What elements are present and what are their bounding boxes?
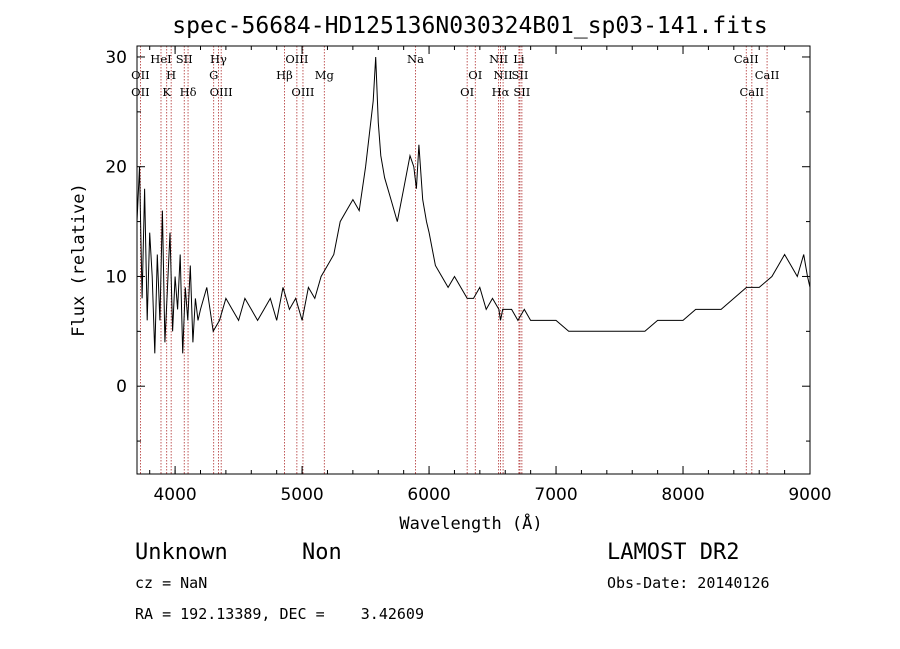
line-label-9: OIII [210,85,233,99]
y-tick-label: 20 [105,158,127,178]
line-label-6: Hδ [180,85,197,99]
x-tick-label: 8000 [661,485,704,505]
line-label-22: SII [513,85,530,99]
ra-dec-coordinates: RA = 192.13389, DEC = 3.42609 [135,605,424,623]
line-label-14: Na [407,52,424,66]
line-label-25: CaII [755,68,780,82]
y-tick-label: 30 [105,48,127,68]
line-label-2: HeI [150,52,171,66]
y-tick-label: 10 [105,267,127,287]
x-axis-ticks: 4000 5000 6000 7000 8000 9000 [149,46,832,505]
x-axis-label: Wavelength (Å) [399,512,542,534]
line-label-0: OII [131,68,150,82]
line-label-21: SII [511,68,528,82]
spectrum-series-line [136,56,811,354]
line-label-19: NII [494,68,513,82]
line-label-3: K [162,85,171,99]
line-label-7: G [209,68,218,82]
line-label-8: Hγ [210,52,227,66]
line-label-17: NII [489,52,508,66]
line-label-12: OIII [291,85,314,99]
redshift-cz: cz = NaN [135,574,207,592]
spectral-line-labels: OIIOIIHeIKHSIIHδGHγOIIIHβOIIIOIIIMgNaOIO… [131,52,779,99]
chart-title: spec-56684-HD125136N030324B01_sp03-141.f… [172,13,767,39]
object-class: Unknown [135,540,228,565]
line-label-18: Hα [492,85,510,99]
x-tick-label: 6000 [407,485,450,505]
x-tick-label: 4000 [153,485,196,505]
line-label-23: CaII [734,52,759,66]
x-tick-label: 5000 [280,485,323,505]
line-label-11: OIII [285,52,308,66]
line-label-10: Hβ [276,68,293,82]
line-label-5: SII [176,52,193,66]
line-label-1: OII [131,85,150,99]
object-subclass: Non [302,540,342,565]
survey-name: LAMOST DR2 [607,540,739,565]
line-label-4: H [166,68,176,82]
plot-frame [136,45,811,475]
y-tick-label: 0 [116,377,127,397]
line-label-16: OI [468,68,482,82]
line-label-15: OI [460,85,474,99]
line-label-13: Mg [315,68,335,82]
y-axis-label: Flux (relative) [69,183,89,337]
observation-date: Obs-Date: 20140126 [607,574,770,592]
line-label-24: CaII [739,85,764,99]
x-tick-label: 7000 [534,485,577,505]
y-axis-ticks: 0 10 20 30 [105,48,810,442]
line-label-20: Li [513,52,525,66]
x-tick-label: 9000 [788,485,831,505]
spectral-line-markers [140,46,768,474]
